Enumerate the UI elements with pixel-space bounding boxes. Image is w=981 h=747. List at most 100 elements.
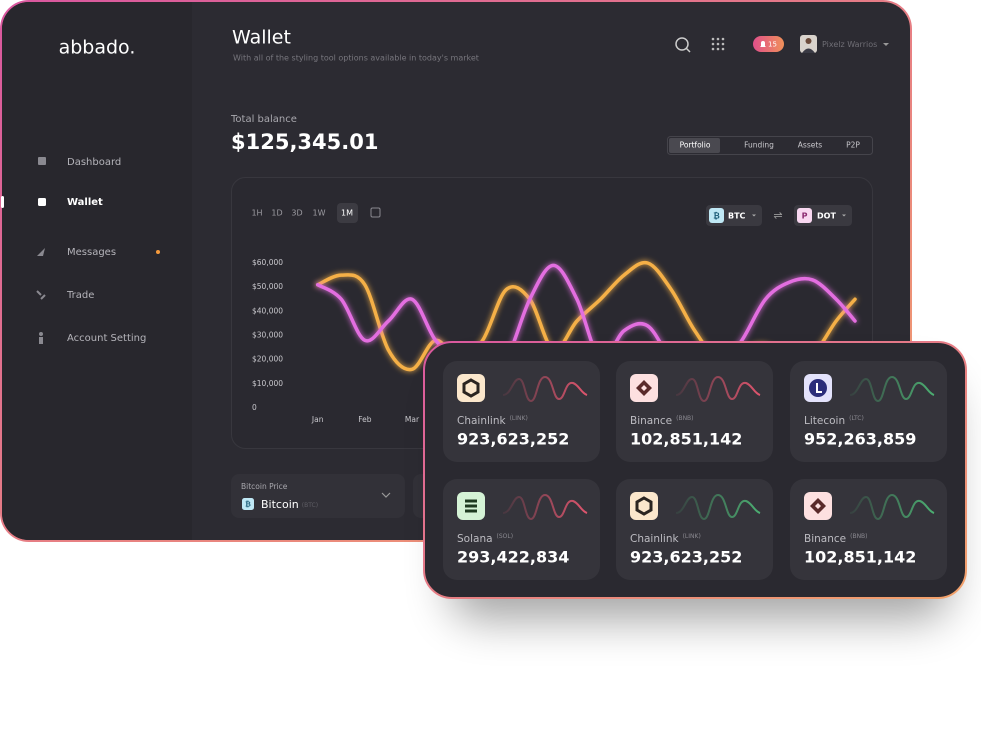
coin-ticker: (BNB) bbox=[676, 415, 693, 422]
x-tick-label: Mar bbox=[405, 415, 420, 424]
coin-label: Chainlink (LINK) bbox=[630, 533, 701, 546]
tab-group bbox=[667, 136, 873, 155]
tab[interactable]: P2P bbox=[846, 141, 860, 150]
series-line bbox=[315, 263, 857, 382]
caret bbox=[842, 214, 846, 217]
nav-item[interactable]: Trade bbox=[66, 290, 94, 301]
coin-ticker: (LINK) bbox=[510, 415, 528, 422]
bell-icon bbox=[760, 41, 766, 47]
page-subtitle: With all of the styling tool options ava… bbox=[233, 54, 479, 63]
coin-card[interactable]: Binance (BNB) 102,851,142 bbox=[616, 361, 773, 462]
coin-glyph bbox=[810, 498, 826, 514]
dot-glyph: P bbox=[802, 212, 808, 221]
coin-amount: 293,422,834 bbox=[457, 548, 569, 567]
coin-card[interactable]: Binance (BNB) 102,851,142 bbox=[790, 479, 947, 580]
coin-card[interactable]: Litecoin (LTC) 952,263,859 bbox=[790, 361, 947, 462]
tab-active-bg bbox=[669, 138, 720, 153]
range-button[interactable]: 1D bbox=[271, 209, 282, 218]
notification-pill[interactable] bbox=[753, 36, 784, 52]
coin-label: Binance (BNB) bbox=[804, 533, 868, 546]
nav-icon bbox=[36, 290, 46, 300]
btc-icon bbox=[242, 498, 254, 510]
coin-amount: 952,263,859 bbox=[804, 430, 916, 449]
coin-label: Binance (BNB) bbox=[630, 415, 694, 428]
coin-cards: Chainlink (LINK) 923,623,252 Binance (BNB) 10… bbox=[443, 361, 947, 580]
unread-dot bbox=[156, 250, 160, 254]
coin-amount: 102,851,142 bbox=[630, 430, 742, 449]
user-name[interactable]: Pixelz Warrios bbox=[822, 40, 877, 49]
btc-glyph: ₿ bbox=[713, 212, 720, 221]
user-caret bbox=[883, 43, 889, 46]
pair-label: DOT bbox=[817, 212, 836, 221]
coin-name: Chainlink bbox=[630, 533, 679, 545]
btc-glyph: ₿ bbox=[245, 501, 251, 509]
nav-item[interactable]: Account Setting bbox=[67, 333, 146, 344]
nav-item[interactable]: Messages bbox=[67, 247, 116, 258]
select-label: Bitcoin Price bbox=[241, 482, 288, 491]
nav-icon bbox=[37, 248, 45, 256]
tab[interactable]: Funding bbox=[744, 141, 774, 150]
coin-glyph bbox=[816, 383, 822, 393]
tab[interactable]: Portfolio bbox=[680, 141, 711, 150]
select-value: Bitcoin (BTC) bbox=[261, 498, 318, 511]
swap-button[interactable]: ⇌ bbox=[773, 209, 782, 222]
nav-item[interactable]: Wallet bbox=[67, 197, 103, 208]
calendar-button[interactable] bbox=[370, 207, 381, 218]
nav-item[interactable]: Dashboard bbox=[67, 157, 121, 168]
coin-icon bbox=[630, 374, 658, 402]
coin-name: Litecoin bbox=[804, 415, 845, 427]
coin-name: Binance bbox=[804, 533, 846, 545]
price-select[interactable] bbox=[231, 474, 405, 518]
coin-card[interactable]: Chainlink (LINK) 923,623,252 bbox=[616, 479, 773, 580]
sidebar bbox=[2, 2, 192, 540]
avatar-head bbox=[805, 38, 812, 44]
tab[interactable]: Assets bbox=[798, 141, 823, 150]
brand: abbado. bbox=[59, 37, 136, 59]
x-tick-label: Jan bbox=[311, 415, 324, 424]
y-tick-label: $40,000 bbox=[252, 306, 283, 315]
coin-label: Litecoin (LTC) bbox=[804, 415, 864, 428]
x-tick-label: Feb bbox=[358, 415, 372, 424]
range-button[interactable]: 1M bbox=[341, 209, 353, 218]
coin-ticker: (LINK) bbox=[683, 533, 701, 540]
dot-icon bbox=[797, 208, 812, 223]
y-tick-label: $60,000 bbox=[252, 258, 283, 267]
search[interactable] bbox=[675, 37, 691, 53]
avatar-body bbox=[802, 48, 815, 53]
coin-amount: 102,851,142 bbox=[804, 548, 916, 567]
coin-card[interactable]: Solana (SOL) 293,422,834 bbox=[443, 479, 600, 580]
nav-icon bbox=[39, 337, 43, 344]
coin-label: Chainlink (LINK) bbox=[457, 415, 528, 428]
y-tick-label: $20,000 bbox=[252, 355, 283, 364]
balance-label: Total balance bbox=[230, 114, 297, 125]
notification-count: 15 bbox=[768, 41, 777, 49]
coin-name: Chainlink bbox=[457, 415, 506, 427]
y-tick-label: 0 bbox=[252, 403, 257, 412]
coin-ticker: (SOL) bbox=[497, 533, 514, 540]
coin-glyph bbox=[462, 378, 480, 398]
coin-icon bbox=[804, 492, 832, 520]
coin-icon bbox=[457, 374, 485, 402]
coin-card[interactable]: Chainlink (LINK) 923,623,252 bbox=[443, 361, 600, 462]
page-title: Wallet bbox=[232, 27, 291, 49]
y-tick-label: $10,000 bbox=[252, 379, 283, 388]
range-active-bg bbox=[337, 203, 358, 223]
range-button[interactable]: 1W bbox=[313, 209, 326, 218]
nav-icon bbox=[39, 332, 43, 336]
coin-icon bbox=[630, 492, 658, 520]
coin-amount: 923,623,252 bbox=[630, 548, 742, 567]
coin-glyph bbox=[635, 496, 653, 516]
coin-amount: 923,623,252 bbox=[457, 430, 569, 449]
coin-ticker: (BTC) bbox=[302, 502, 318, 509]
apps-menu[interactable] bbox=[711, 37, 725, 51]
coin-ticker: (LTC) bbox=[849, 415, 864, 422]
coin-ticker: (BNB) bbox=[850, 533, 867, 540]
range-button[interactable]: 3D bbox=[291, 209, 302, 218]
chevron bbox=[381, 492, 391, 498]
coin-label: Solana (SOL) bbox=[457, 533, 513, 546]
btc-icon bbox=[709, 208, 724, 223]
coin-glyph bbox=[636, 380, 652, 396]
range-button[interactable]: 1H bbox=[251, 209, 262, 218]
